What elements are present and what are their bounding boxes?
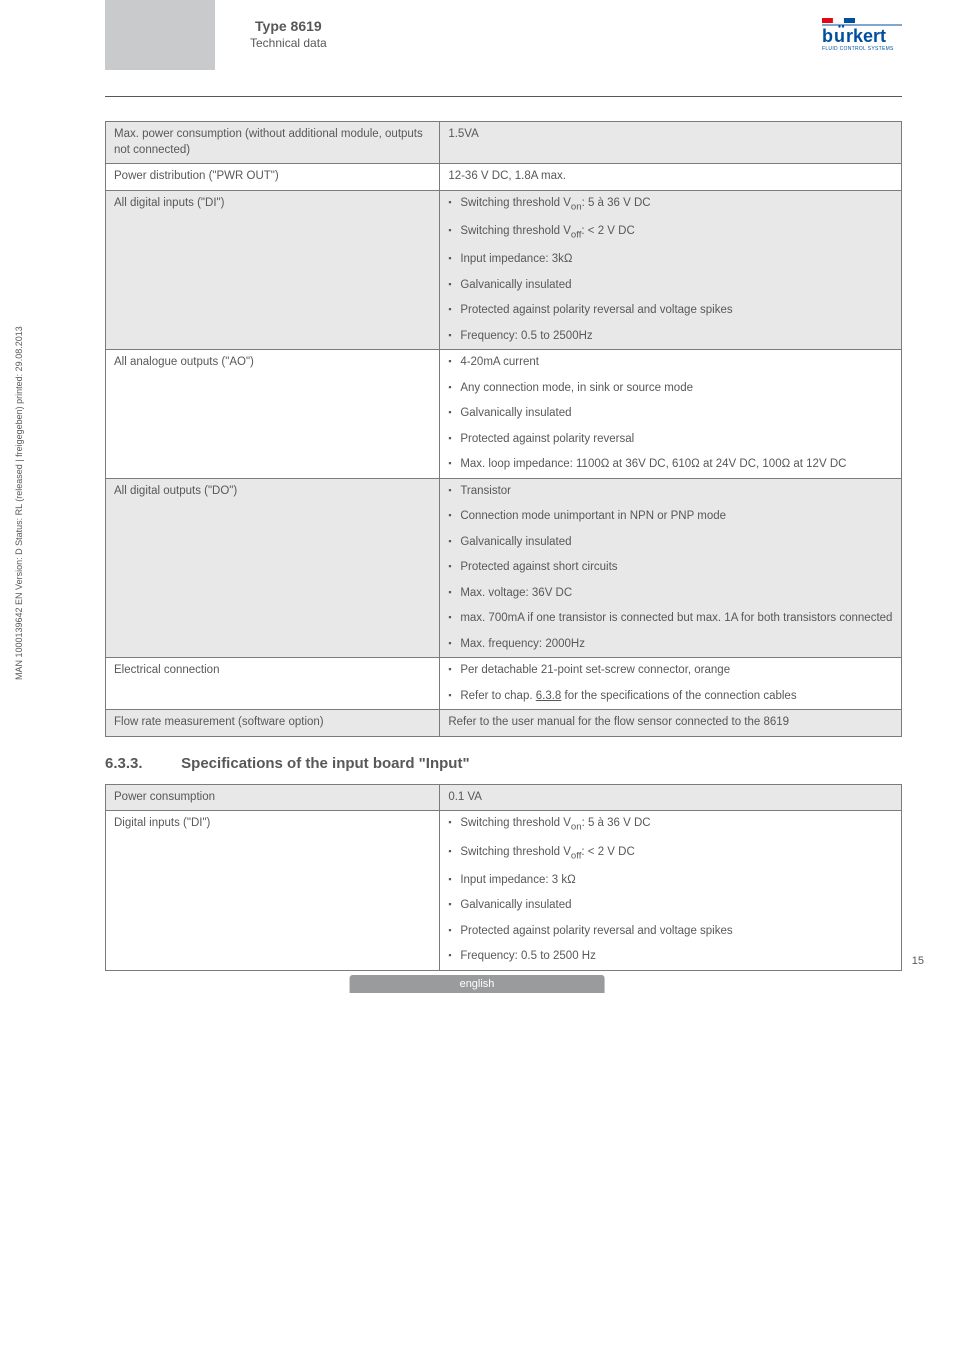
row-label: All digital inputs ("DI") [106,190,440,350]
row-label: Flow rate measurement (software option) [106,710,440,737]
row-value: 0.1 VA [440,784,902,811]
list-item: Per detachable 21-point set-screw connec… [448,663,893,679]
table-row: Electrical connection Per detachable 21-p… [106,658,902,710]
page-number: 15 [912,955,924,967]
row-value: Switching threshold Von: 5 à 36 V DC Swit… [440,190,902,350]
list-item: 4-20mA current [448,355,893,371]
section-num: 6.3.3. [105,755,177,772]
list-item: Input impedance: 3kΩ [448,252,893,268]
list-item: Frequency: 0.5 to 2500 Hz [448,949,893,965]
table-row: Flow rate measurement (software option)R… [106,710,902,737]
header-bar: Type 8619 Technical data b u rkert FLUID… [0,0,954,96]
svg-text:b: b [822,26,833,46]
row-label: Power distribution ("PWR OUT") [106,164,440,191]
table-row: Digital inputs ("DI")Switching threshold… [106,811,902,971]
header-title-block: Type 8619 Technical data [250,18,327,50]
row-label: Max. power consumption (without addition… [106,122,440,164]
svg-text:rkert: rkert [846,26,886,46]
svg-text:u: u [834,26,845,46]
burkert-logo-icon: b u rkert FLUID CONTROL SYSTEMS [822,18,902,52]
table-row: All digital inputs ("DI")Switching thres… [106,190,902,350]
list-item: Connection mode unimportant in NPN or PN… [448,509,893,525]
logo: b u rkert FLUID CONTROL SYSTEMS [822,18,902,52]
list-item: Switching threshold Voff: < 2 V DC [448,224,893,242]
row-value: 1.5VA [440,122,902,164]
list-item: Transistor [448,484,893,500]
content: Max. power consumption (without addition… [0,121,954,1009]
footer-tab: english [350,975,605,993]
bullet-list: Switching threshold Von: 5 à 36 V DC Swit… [448,816,893,965]
list-item: Switching threshold Von: 5 à 36 V DC [448,196,893,214]
list-item: Galvanically insulated [448,898,893,914]
table-row: Power consumption0.1 VA [106,784,902,811]
table-row: All analogue outputs ("AO")4-20mA curren… [106,350,902,479]
list-item: Switching threshold Voff: < 2 V DC [448,845,893,863]
table-row: Max. power consumption (without addition… [106,122,902,164]
row-value: Switching threshold Von: 5 à 36 V DC Swit… [440,811,902,971]
list-item: Any connection mode, in sink or source m… [448,381,893,397]
bullet-list: Switching threshold Von: 5 à 36 V DC Swit… [448,196,893,345]
list-item: Protected against polarity reversal [448,432,893,448]
svg-text:FLUID CONTROL SYSTEMS: FLUID CONTROL SYSTEMS [822,46,894,52]
bullet-list: 4-20mA current Any connection mode, in si… [448,355,893,473]
row-value: 4-20mA current Any connection mode, in si… [440,350,902,479]
row-value: Per detachable 21-point set-screw connec… [440,658,902,710]
spec-table-2: Power consumption0.1 VADigital inputs ("… [105,784,902,971]
row-label: All analogue outputs ("AO") [106,350,440,479]
subtitle: Technical data [250,36,327,50]
list-item: Protected against polarity reversal and … [448,303,893,319]
section-title: Specifications of the input board "Input… [181,755,469,772]
list-item: Galvanically insulated [448,278,893,294]
header-rule [105,96,902,97]
list-item: Switching threshold Von: 5 à 36 V DC [448,816,893,834]
list-item: Galvanically insulated [448,535,893,551]
row-value: Transistor Connection mode unimportant in… [440,478,902,658]
list-item: Refer to chap. 6.3.8 for the specificati… [448,689,893,705]
row-value: Refer to the user manual for the flow se… [440,710,902,737]
row-label: Electrical connection [106,658,440,710]
row-label: Digital inputs ("DI") [106,811,440,971]
bullet-list: Transistor Connection mode unimportant in… [448,484,893,653]
type-line: Type 8619 [250,18,327,34]
spec-table-1: Max. power consumption (without addition… [105,121,902,737]
list-item: Max. voltage: 36V DC [448,586,893,602]
list-item: Frequency: 0.5 to 2500Hz [448,329,893,345]
list-item: Input impedance: 3 kΩ [448,873,893,889]
grey-tab [105,0,215,70]
table-row: All digital outputs ("DO") Transistor Conn… [106,478,902,658]
side-text: MAN 1000139642 EN Version: D Status: RL … [14,326,24,680]
row-value: 12-36 V DC, 1.8A max. [440,164,902,191]
list-item: Protected against polarity reversal and … [448,924,893,940]
list-item: max. 700mA if one transistor is connecte… [448,611,893,627]
bullet-list: Per detachable 21-point set-screw connec… [448,663,893,704]
list-item: Galvanically insulated [448,406,893,422]
list-item: Max. frequency: 2000Hz [448,637,893,653]
list-item: Max. loop impedance: 1100Ω at 36V DC, 61… [448,457,893,473]
list-item: Protected against short circuits [448,560,893,576]
section-heading: 6.3.3. Specifications of the input board… [105,755,902,772]
table-row: Power distribution ("PWR OUT")12-36 V DC… [106,164,902,191]
row-label: All digital outputs ("DO") [106,478,440,658]
row-label: Power consumption [106,784,440,811]
